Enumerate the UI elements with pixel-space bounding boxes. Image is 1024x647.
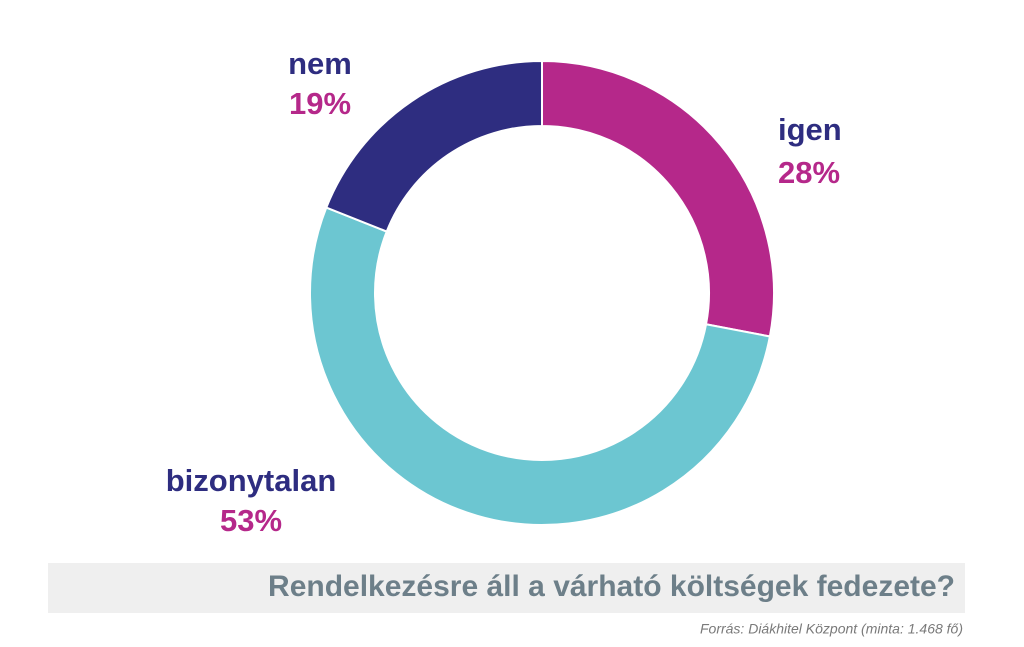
label-name: nem (288, 46, 352, 81)
source-note: Forrás: Diákhitel Központ (minta: 1.468 … (700, 621, 963, 637)
label-value: 28% (778, 155, 840, 190)
label-value: 19% (289, 86, 351, 121)
label-name: igen (778, 112, 842, 147)
title-band (48, 563, 965, 613)
label-name: bizonytalan (166, 463, 337, 498)
chart-title: Rendelkezésre áll a várható költségek fe… (268, 570, 955, 603)
donut-segment (309, 206, 772, 526)
donut-segment (541, 59, 775, 338)
donut-segment (324, 59, 543, 233)
label-value: 53% (220, 503, 282, 538)
